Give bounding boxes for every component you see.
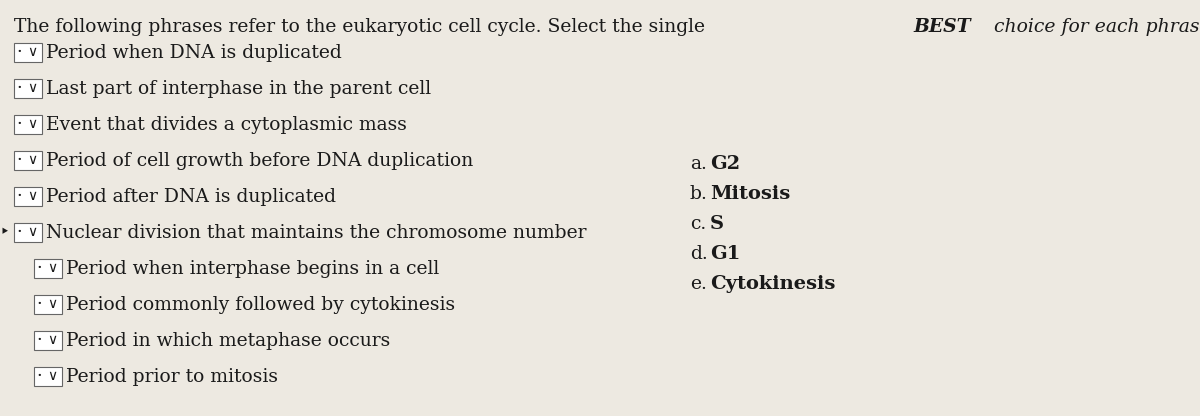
FancyBboxPatch shape	[34, 367, 62, 386]
FancyBboxPatch shape	[34, 259, 62, 278]
FancyBboxPatch shape	[14, 187, 42, 206]
Text: ‣: ‣	[0, 224, 8, 241]
Text: Mitosis: Mitosis	[710, 185, 791, 203]
Text: ∨: ∨	[47, 297, 58, 312]
Text: Cytokinesis: Cytokinesis	[710, 275, 835, 293]
Text: ∨: ∨	[26, 225, 37, 240]
Text: Period commonly followed by cytokinesis: Period commonly followed by cytokinesis	[66, 295, 455, 314]
Text: ·: ·	[16, 223, 22, 242]
FancyBboxPatch shape	[14, 115, 42, 134]
Text: a.: a.	[690, 155, 707, 173]
FancyBboxPatch shape	[14, 43, 42, 62]
Text: ·: ·	[36, 332, 42, 349]
Text: ∨: ∨	[47, 369, 58, 384]
Text: ∨: ∨	[26, 190, 37, 203]
FancyBboxPatch shape	[34, 295, 62, 314]
Text: Period after DNA is duplicated: Period after DNA is duplicated	[46, 188, 336, 206]
Text: ∨: ∨	[26, 45, 37, 59]
Text: choice for each phrase.: choice for each phrase.	[988, 18, 1200, 36]
Text: e.: e.	[690, 275, 707, 293]
Text: BEST: BEST	[913, 18, 971, 36]
Text: ∨: ∨	[26, 154, 37, 168]
Text: Period prior to mitosis: Period prior to mitosis	[66, 367, 278, 386]
Text: Period in which metaphase occurs: Period in which metaphase occurs	[66, 332, 390, 349]
Text: ·: ·	[36, 367, 42, 386]
Text: ·: ·	[16, 188, 22, 206]
FancyBboxPatch shape	[34, 331, 62, 350]
Text: d.: d.	[690, 245, 708, 263]
Text: The following phrases refer to the eukaryotic cell cycle. Select the single: The following phrases refer to the eukar…	[14, 18, 710, 36]
Text: Period of cell growth before DNA duplication: Period of cell growth before DNA duplica…	[46, 151, 473, 169]
Text: Event that divides a cytoplasmic mass: Event that divides a cytoplasmic mass	[46, 116, 407, 134]
Text: ∨: ∨	[47, 334, 58, 347]
Text: Period when interphase begins in a cell: Period when interphase begins in a cell	[66, 260, 439, 277]
Text: ·: ·	[16, 116, 22, 134]
Text: c.: c.	[690, 215, 707, 233]
Text: b.: b.	[690, 185, 708, 203]
Text: Period when DNA is duplicated: Period when DNA is duplicated	[46, 44, 342, 62]
FancyBboxPatch shape	[14, 79, 42, 98]
FancyBboxPatch shape	[14, 223, 42, 242]
Text: ·: ·	[36, 295, 42, 314]
Text: ∨: ∨	[26, 117, 37, 131]
Text: ·: ·	[16, 151, 22, 169]
Text: ∨: ∨	[26, 82, 37, 96]
Text: S: S	[710, 215, 724, 233]
Text: G1: G1	[710, 245, 740, 263]
Text: ·: ·	[36, 260, 42, 277]
Text: Last part of interphase in the parent cell: Last part of interphase in the parent ce…	[46, 79, 431, 97]
FancyBboxPatch shape	[14, 151, 42, 170]
Text: ·: ·	[16, 44, 22, 62]
Text: Nuclear division that maintains the chromosome number: Nuclear division that maintains the chro…	[46, 223, 587, 242]
Text: ·: ·	[16, 79, 22, 97]
Text: ∨: ∨	[47, 262, 58, 275]
Text: G2: G2	[710, 155, 740, 173]
